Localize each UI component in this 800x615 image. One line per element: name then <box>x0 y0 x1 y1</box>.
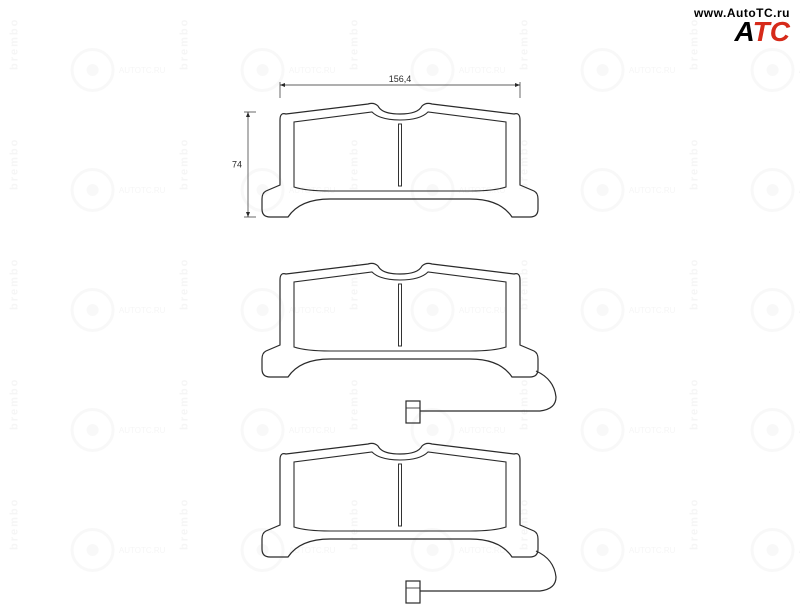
brake-pad-svg: 156,4 74 <box>210 70 590 250</box>
brake-pad-svg <box>210 250 590 430</box>
logo-letter-a: A <box>735 16 753 47</box>
svg-text:156,4: 156,4 <box>389 74 412 84</box>
site-logo: www.AutoTC.ru ATC <box>694 6 790 48</box>
svg-text:74: 74 <box>232 160 242 170</box>
brake-pad-diagram: 156,4 74 <box>210 40 590 560</box>
brake-pad <box>210 430 590 615</box>
logo-letters-tc: TC <box>753 16 790 47</box>
logo-mark: ATC <box>735 16 790 48</box>
brake-pad: 156,4 74 <box>210 70 590 255</box>
brake-pad <box>210 250 590 435</box>
brake-pad-svg <box>210 430 590 610</box>
